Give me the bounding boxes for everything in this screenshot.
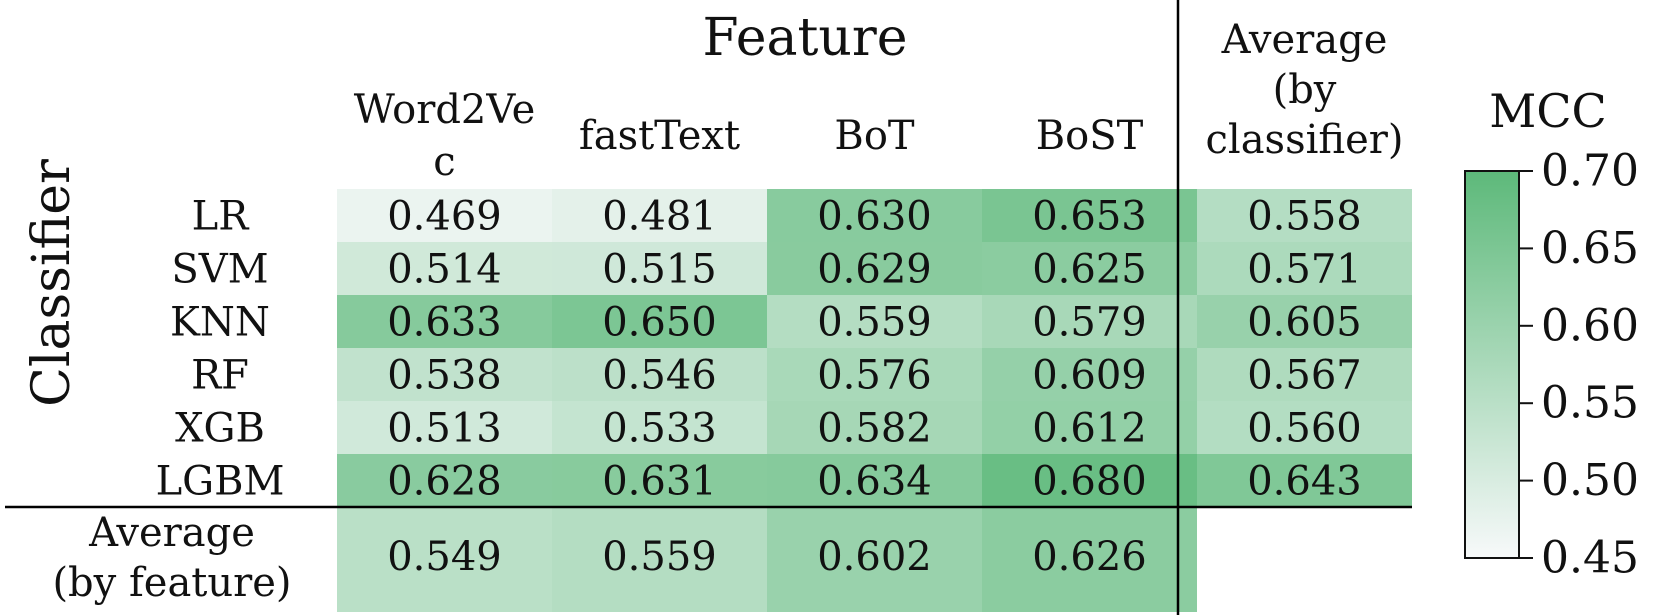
row-label-rf: RF: [191, 353, 249, 399]
cell-value-label: 0.653: [1032, 194, 1147, 240]
cell-value-label: 0.514: [387, 247, 502, 293]
cell-value-label: 0.515: [602, 247, 717, 293]
cell-value-label: 0.609: [1032, 353, 1147, 399]
cell-value-label: 0.625: [1032, 247, 1147, 293]
avg-by-feature-cell: [552, 507, 767, 612]
cell-value-label: 0.469: [387, 194, 502, 240]
colorbar: [1464, 170, 1520, 559]
avg-by-classifier-value: 0.643: [1247, 459, 1362, 505]
cell-value-label: 0.633: [387, 300, 502, 346]
heatmap-cell: [552, 242, 767, 295]
cell-value-label: 0.680: [1032, 459, 1147, 505]
heatmap-cell: [767, 295, 982, 348]
heatmap-cell: [982, 242, 1197, 295]
avg-by-classifier-cell: [1197, 242, 1412, 295]
avg-by-feature-header: Average: [88, 510, 255, 556]
heatmap-cell: [552, 295, 767, 348]
avg-by-classifier-value: 0.605: [1247, 300, 1362, 346]
heatmap-cell: [982, 295, 1197, 348]
heatmap-cell: [337, 348, 552, 401]
cell-value-label: 0.582: [817, 406, 932, 452]
feature-axis-title: Feature: [702, 8, 907, 68]
avg-by-classifier-cell: [1197, 189, 1412, 242]
cell-value-label: 0.576: [817, 353, 932, 399]
cell-value-label: 0.612: [1032, 406, 1147, 452]
avg-by-feature-cell: [767, 507, 982, 612]
heatmap-cell: [982, 401, 1197, 454]
cell-value-label: 0.579: [1032, 300, 1147, 346]
avg-by-classifier-header: classifier): [1206, 117, 1404, 163]
avg-by-feature-cell: [337, 507, 552, 612]
heatmap-cell: [767, 242, 982, 295]
colorbar-tick-label: 0.70: [1541, 146, 1639, 197]
avg-by-classifier-value: 0.567: [1247, 353, 1362, 399]
avg-by-feature-value: 0.626: [1032, 534, 1147, 580]
cell-value-label: 0.634: [817, 459, 932, 505]
cell-value-label: 0.629: [817, 247, 932, 293]
avg-by-classifier-cell: [1197, 348, 1412, 401]
avg-by-classifier-value: 0.558: [1247, 194, 1362, 240]
colorbar-tick-label: 0.60: [1541, 300, 1639, 351]
cell-value-label: 0.650: [602, 300, 717, 346]
avg-by-classifier-value: 0.560: [1247, 406, 1362, 452]
column-label: BoST: [1036, 113, 1144, 159]
column-label: fastText: [579, 113, 740, 159]
classifier-axis-title: Classifier: [22, 159, 82, 407]
avg-by-classifier-cell: [1197, 295, 1412, 348]
colorbar-tick-label: 0.50: [1541, 455, 1639, 506]
avg-by-classifier-cell: [1197, 401, 1412, 454]
row-label-lgbm: LGBM: [156, 459, 285, 505]
colorbar-tick-label: 0.45: [1541, 533, 1639, 584]
cell-value-label: 0.628: [387, 459, 502, 505]
row-label-svm: SVM: [171, 247, 268, 293]
cell-value-label: 0.513: [387, 406, 502, 452]
heatmap-cell: [337, 401, 552, 454]
cell-value-label: 0.533: [602, 406, 717, 452]
heatmap-cell: [337, 454, 552, 507]
heatmap-cell: [552, 189, 767, 242]
heatmap-cell: [767, 401, 982, 454]
colorbar-label: MCC: [1489, 84, 1607, 138]
heatmap-cell: [552, 401, 767, 454]
heatmap-cell: [982, 348, 1197, 401]
heatmap-cell: [337, 295, 552, 348]
cell-value-label: 0.538: [387, 353, 502, 399]
avg-by-classifier-cell: [1197, 454, 1412, 507]
column-label: BoT: [834, 113, 914, 159]
heatmap-cell: [767, 348, 982, 401]
heatmap-cell: [337, 242, 552, 295]
avg-by-feature-cell: [982, 507, 1197, 612]
heatmap-cell: [767, 454, 982, 507]
cell-value-label: 0.631: [602, 459, 717, 505]
cell-value-label: 0.559: [817, 300, 932, 346]
cell-value-label: 0.481: [602, 194, 717, 240]
avg-by-classifier-value: 0.571: [1247, 247, 1362, 293]
cell-value-label: 0.546: [602, 353, 717, 399]
avg-by-feature-value: 0.559: [602, 534, 717, 580]
heatmap-cell: [552, 454, 767, 507]
row-label-lr: LR: [192, 194, 251, 240]
avg-by-classifier-header: (by: [1273, 67, 1337, 113]
cell-value-label: 0.630: [817, 194, 932, 240]
column-label: c: [433, 139, 455, 185]
avg-by-feature-header: (by feature): [52, 560, 291, 606]
column-label: Word2Ve: [354, 87, 536, 133]
avg-by-classifier-header: Average: [1221, 17, 1388, 63]
heatmap-cell: [767, 189, 982, 242]
heatmap-cell: [982, 454, 1197, 507]
colorbar-tick-label: 0.65: [1541, 223, 1639, 274]
heatmap-cell: [337, 189, 552, 242]
row-label-xgb: XGB: [175, 406, 265, 452]
avg-by-feature-value: 0.602: [817, 534, 932, 580]
row-label-knn: KNN: [170, 300, 270, 346]
avg-by-feature-value: 0.549: [387, 534, 502, 580]
heatmap-cell: [982, 189, 1197, 242]
colorbar-tick-label: 0.55: [1541, 378, 1639, 429]
heatmap-cell: [552, 348, 767, 401]
